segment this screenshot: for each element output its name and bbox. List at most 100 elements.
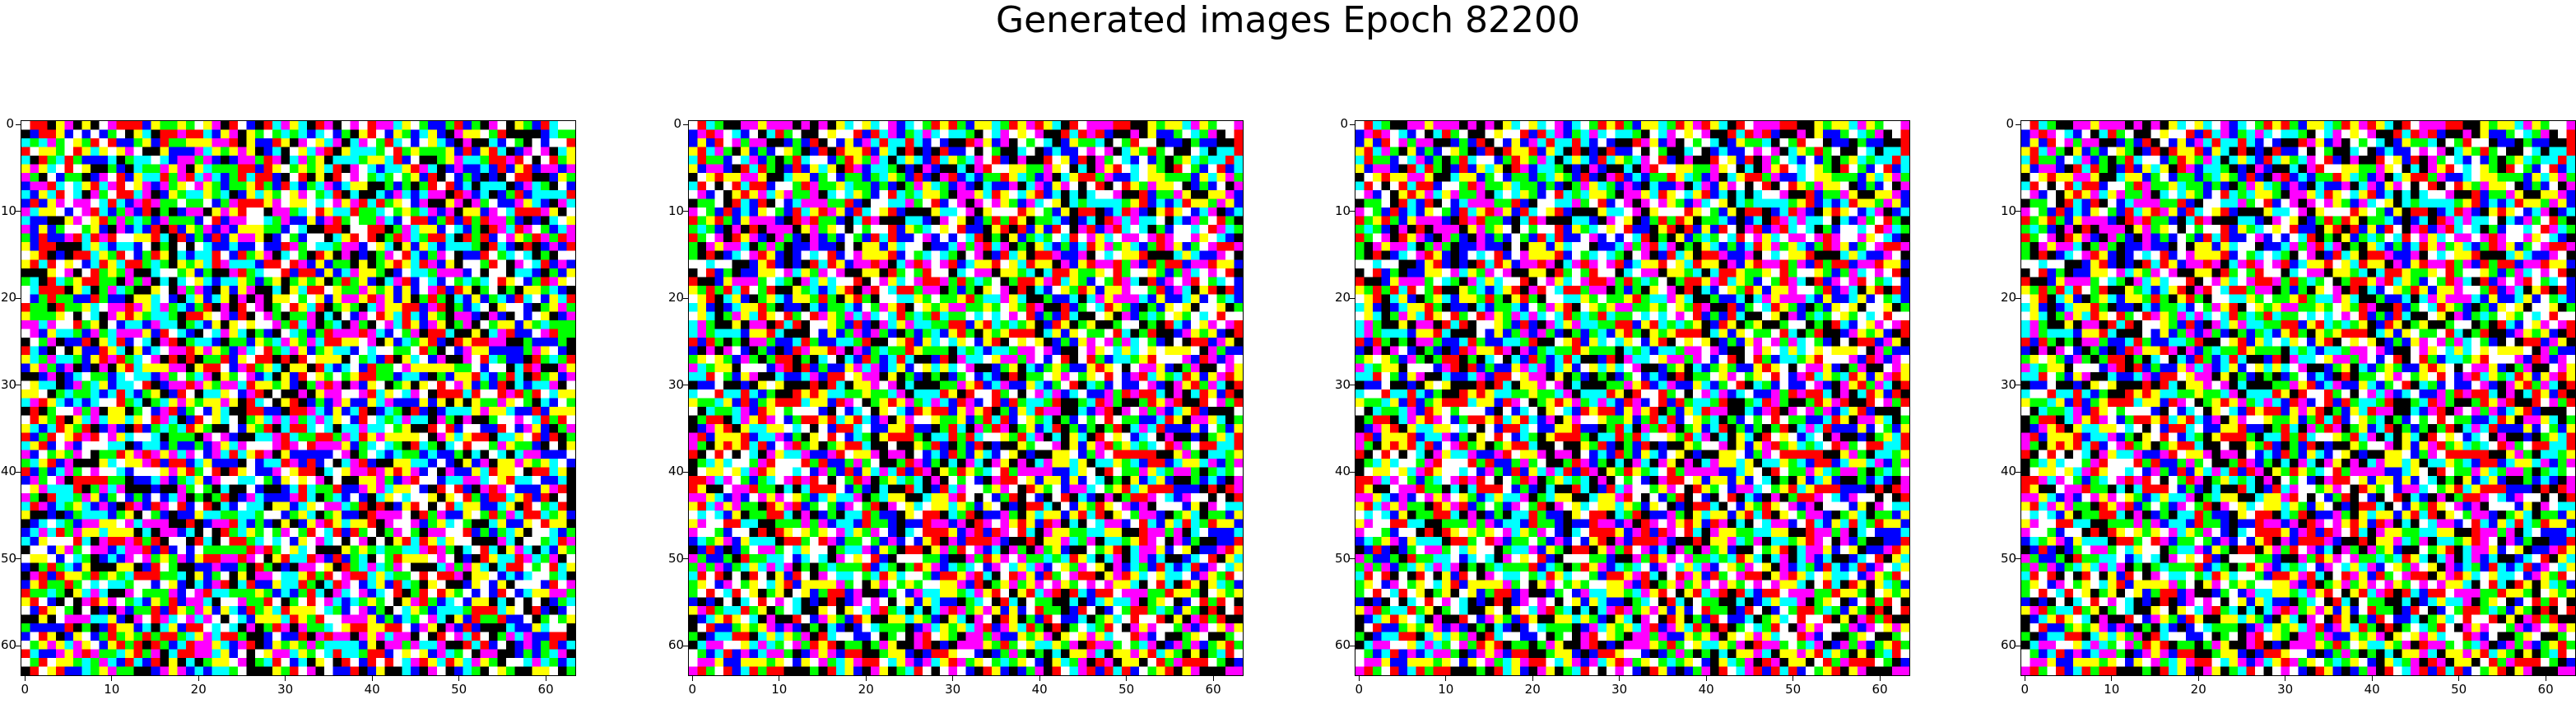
generated-image <box>1355 121 1909 675</box>
x-tick-mark <box>285 676 286 681</box>
y-tick-label: 40 <box>2001 464 2017 479</box>
x-tick-label: 60 <box>537 682 554 697</box>
y-tick-label: 50 <box>668 550 685 566</box>
y-tick-mark <box>2016 471 2020 473</box>
y-tick-label: 40 <box>1335 464 1351 479</box>
image-panel-4: 0 10 20 30 40 50 60 0 10 20 30 40 50 60 <box>2001 118 2576 709</box>
image-axes <box>688 120 1244 676</box>
x-tick-mark <box>24 676 26 681</box>
x-tick-mark <box>2458 676 2460 681</box>
y-tick-label: 60 <box>1 637 17 653</box>
y-tick-label: 60 <box>1335 637 1351 653</box>
y-tick-label: 20 <box>2001 290 2017 306</box>
x-tick-mark <box>1879 676 1881 681</box>
image-axes <box>21 120 576 676</box>
generated-image <box>2021 121 2575 675</box>
y-tick-mark <box>16 297 21 299</box>
x-tick-label: 60 <box>2537 682 2554 697</box>
y-tick-label: 30 <box>2001 376 2017 392</box>
x-tick-mark <box>1212 676 1214 681</box>
y-tick-mark <box>2016 558 2020 560</box>
x-tick-mark <box>2197 676 2199 681</box>
y-tick-label: 10 <box>2001 203 2017 218</box>
y-tick-mark <box>683 211 688 212</box>
x-tick-mark <box>2371 676 2373 681</box>
x-tick-label: 0 <box>1355 682 1364 697</box>
x-tick-mark <box>865 676 867 681</box>
y-tick-mark <box>683 124 688 125</box>
y-tick-mark <box>16 211 21 212</box>
x-tick-label: 20 <box>1524 682 1541 697</box>
y-tick-mark <box>2016 124 2020 125</box>
y-tick-label: 30 <box>668 376 685 392</box>
x-tick-label: 50 <box>2451 682 2467 697</box>
image-axes <box>2020 120 2576 676</box>
y-tick-label: 60 <box>2001 637 2017 653</box>
x-tick-mark <box>1532 676 1533 681</box>
x-tick-mark <box>371 676 373 681</box>
x-tick-label: 50 <box>1118 682 1135 697</box>
y-tick-label: 50 <box>1 550 17 566</box>
y-tick-mark <box>683 558 688 560</box>
x-tick-label: 40 <box>364 682 380 697</box>
y-tick-mark <box>16 558 21 560</box>
y-tick-mark <box>683 297 688 299</box>
generated-image <box>689 121 1243 675</box>
x-tick-label: 20 <box>2190 682 2206 697</box>
x-tick-label: 10 <box>771 682 788 697</box>
x-tick-mark <box>111 676 113 681</box>
x-tick-label: 30 <box>2277 682 2294 697</box>
y-tick-label: 10 <box>668 203 685 218</box>
x-tick-label: 30 <box>1611 682 1628 697</box>
y-tick-label: 50 <box>2001 550 2017 566</box>
y-tick-mark <box>16 471 21 473</box>
x-tick-mark <box>1445 676 1447 681</box>
y-tick-label: 60 <box>668 637 685 653</box>
x-tick-label: 30 <box>277 682 294 697</box>
y-tick-label: 20 <box>668 290 685 306</box>
y-tick-label: 0 <box>1340 116 1348 132</box>
y-tick-label: 20 <box>1335 290 1351 306</box>
x-tick-mark <box>458 676 460 681</box>
y-tick-mark <box>2016 211 2020 212</box>
y-tick-mark <box>1350 471 1355 473</box>
x-tick-mark <box>1358 676 1360 681</box>
x-tick-label: 60 <box>1872 682 1888 697</box>
x-tick-mark <box>1126 676 1128 681</box>
x-tick-label: 40 <box>1698 682 1714 697</box>
y-tick-mark <box>2016 297 2020 299</box>
x-tick-label: 10 <box>2104 682 2120 697</box>
y-tick-label: 10 <box>1 203 17 218</box>
x-tick-label: 0 <box>688 682 697 697</box>
x-tick-mark <box>952 676 954 681</box>
figure-title: Generated images Epoch 82200 <box>995 0 1581 41</box>
x-tick-label: 20 <box>190 682 207 697</box>
x-tick-label: 50 <box>1785 682 1802 697</box>
y-tick-mark <box>16 124 21 125</box>
y-tick-label: 0 <box>6 116 14 132</box>
y-tick-label: 0 <box>673 116 681 132</box>
y-tick-mark <box>1350 211 1355 212</box>
x-tick-mark <box>2111 676 2113 681</box>
y-tick-mark <box>683 471 688 473</box>
y-tick-mark <box>1350 297 1355 299</box>
x-tick-label: 10 <box>1438 682 1454 697</box>
x-tick-label: 40 <box>2364 682 2380 697</box>
x-tick-label: 10 <box>104 682 120 697</box>
x-tick-mark <box>691 676 693 681</box>
x-tick-label: 30 <box>945 682 961 697</box>
y-tick-label: 30 <box>1335 376 1351 392</box>
x-tick-label: 0 <box>21 682 30 697</box>
image-panel-3: 0 10 20 30 40 50 60 0 10 20 30 40 50 60 <box>1335 118 1910 709</box>
y-tick-mark <box>1350 558 1355 560</box>
y-tick-mark <box>1350 124 1355 125</box>
x-tick-label: 60 <box>1205 682 1221 697</box>
x-tick-label: 50 <box>451 682 467 697</box>
y-tick-label: 20 <box>1 290 17 306</box>
x-tick-label: 40 <box>1031 682 1048 697</box>
x-tick-mark <box>1619 676 1620 681</box>
y-tick-label: 10 <box>1335 203 1351 218</box>
y-tick-label: 40 <box>1 464 17 479</box>
x-tick-label: 20 <box>858 682 874 697</box>
y-tick-label: 0 <box>2006 116 2014 132</box>
